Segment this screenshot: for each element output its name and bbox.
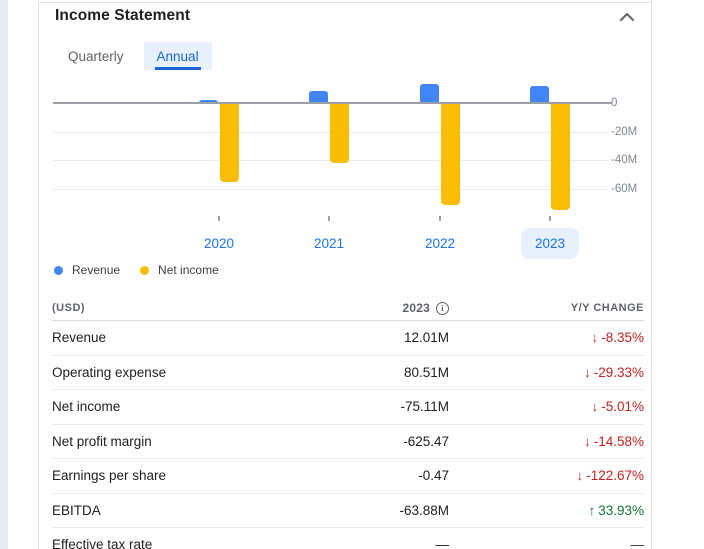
- row-yy-change: ↓ -14.58%: [449, 434, 644, 449]
- table-header-change: Y/Y CHANGE: [570, 302, 644, 314]
- row-label: EBITDA: [52, 502, 101, 518]
- row-yy-change: ↑ 33.93%: [449, 503, 644, 518]
- row-value: 80.51M: [403, 364, 449, 380]
- row-yy-change: ↓ -5.01%: [449, 399, 644, 414]
- info-icon[interactable]: i: [436, 301, 449, 315]
- table-header-currency: (USD): [52, 302, 86, 314]
- chevron-up-icon: [619, 12, 635, 22]
- row-yy-change: ↓ -8.35%: [449, 330, 644, 345]
- chart-legend: Revenue Net income: [54, 263, 219, 277]
- year-label-2023[interactable]: 2023: [521, 228, 579, 259]
- arrow-up-icon: ↑: [588, 502, 596, 518]
- y-axis-label: -20M: [611, 125, 638, 138]
- net-income-bar[interactable]: [441, 103, 460, 205]
- legend-item-net-income: Net income: [140, 263, 219, 277]
- arrow-down-icon: ↓: [576, 468, 584, 484]
- year-label-2020[interactable]: 2020: [203, 236, 235, 251]
- x-axis-tick: [439, 216, 441, 221]
- zero-axis-line: [53, 102, 612, 104]
- legend-item-revenue: Revenue: [54, 263, 120, 277]
- collapse-section-button[interactable]: [612, 3, 642, 31]
- row-value: -625.47: [403, 433, 449, 449]
- table-row: Revenue 12.01M ↓ -8.35%: [52, 321, 644, 356]
- table-header-row: (USD) 2023 i Y/Y CHANGE: [52, 296, 644, 321]
- table-row: EBITDA -63.88M ↑ 33.93%: [52, 494, 644, 528]
- legend-dot: [140, 265, 150, 275]
- arrow-down-icon: ↓: [583, 433, 591, 449]
- tab-annual[interactable]: Annual: [143, 42, 212, 70]
- income-statement-table: (USD) 2023 i Y/Y CHANGE Revenue 12.01M ↓ -8…: [52, 296, 644, 549]
- change-value: -14.58%: [593, 433, 644, 449]
- gridline: [53, 188, 608, 190]
- arrow-down-icon: ↓: [591, 330, 599, 346]
- row-yy-change: ↓ -29.33%: [449, 365, 644, 380]
- row-label: Revenue: [52, 330, 107, 346]
- x-axis-tick: [328, 216, 330, 221]
- net-income-bar[interactable]: [551, 103, 570, 211]
- card-top-border: [38, 2, 651, 3]
- row-label: Net income: [52, 399, 121, 415]
- arrow-down-icon: ↓: [583, 364, 591, 380]
- row-label: Effective tax rate: [52, 537, 153, 549]
- row-value: 12.01M: [403, 330, 449, 346]
- tab-quarterly[interactable]: Quarterly: [68, 48, 124, 64]
- year-label-2022[interactable]: 2022: [424, 236, 456, 251]
- table-row: Net profit margin -625.47 ↓ -14.58%: [52, 425, 644, 459]
- net-income-bar[interactable]: [330, 103, 349, 164]
- change-value: -8.35%: [601, 330, 644, 346]
- arrow-down-icon: ↓: [591, 399, 599, 415]
- card-left-border: [38, 2, 39, 549]
- legend-label: Revenue: [72, 263, 121, 277]
- page-left-gutter: [0, 0, 8, 549]
- revenue-bar[interactable]: [309, 90, 328, 103]
- page-title: Income Statement: [55, 7, 191, 24]
- row-yy-change: ↓ -122.67%: [449, 468, 644, 483]
- row-label: Net profit margin: [52, 433, 152, 449]
- table-row: Earnings per share -0.47 ↓ -122.67%: [52, 459, 644, 494]
- chart-layer: 0 -20M -40M -60M 2020 2021 2022 2023: [53, 84, 638, 259]
- table-row: Operating expense 80.51M ↓ -29.33%: [52, 356, 644, 390]
- row-value: —: [435, 537, 450, 549]
- y-axis-label: -40M: [611, 154, 638, 166]
- card-right-border: [651, 0, 652, 549]
- net-income-bar[interactable]: [220, 103, 239, 182]
- change-value: -29.33%: [593, 364, 644, 380]
- row-value: -63.88M: [399, 502, 449, 518]
- period-tabs: Quarterly Annual: [68, 42, 212, 70]
- row-label: Earnings per share: [52, 468, 167, 484]
- year-label-2021[interactable]: 2021: [313, 236, 345, 251]
- legend-label: Net income: [158, 263, 219, 277]
- y-axis-label: 0: [611, 97, 618, 109]
- row-yy-change: —: [630, 537, 645, 549]
- y-axis-label: -60M: [611, 182, 638, 195]
- change-value: 33.93%: [598, 502, 644, 518]
- revenue-bar[interactable]: [420, 84, 439, 103]
- table-row: Net income -75.11M ↓ -5.01%: [52, 390, 644, 425]
- x-axis-tick: [549, 216, 551, 221]
- legend-dot: [54, 265, 63, 275]
- revenue-bar[interactable]: [530, 85, 549, 103]
- change-value: -5.01%: [601, 399, 644, 415]
- table-row: Effective tax rate — —: [52, 528, 644, 549]
- change-value: -122.67%: [586, 468, 644, 484]
- row-value: -75.11M: [400, 399, 449, 415]
- row-label: Operating expense: [52, 364, 167, 380]
- row-value: -0.47: [418, 468, 449, 484]
- x-axis-tick: [218, 216, 220, 221]
- table-body: Revenue 12.01M ↓ -8.35% Operating expense 80.…: [52, 321, 644, 549]
- table-header-year: 2023 i: [299, 301, 449, 315]
- revenue-bar[interactable]: [199, 100, 218, 103]
